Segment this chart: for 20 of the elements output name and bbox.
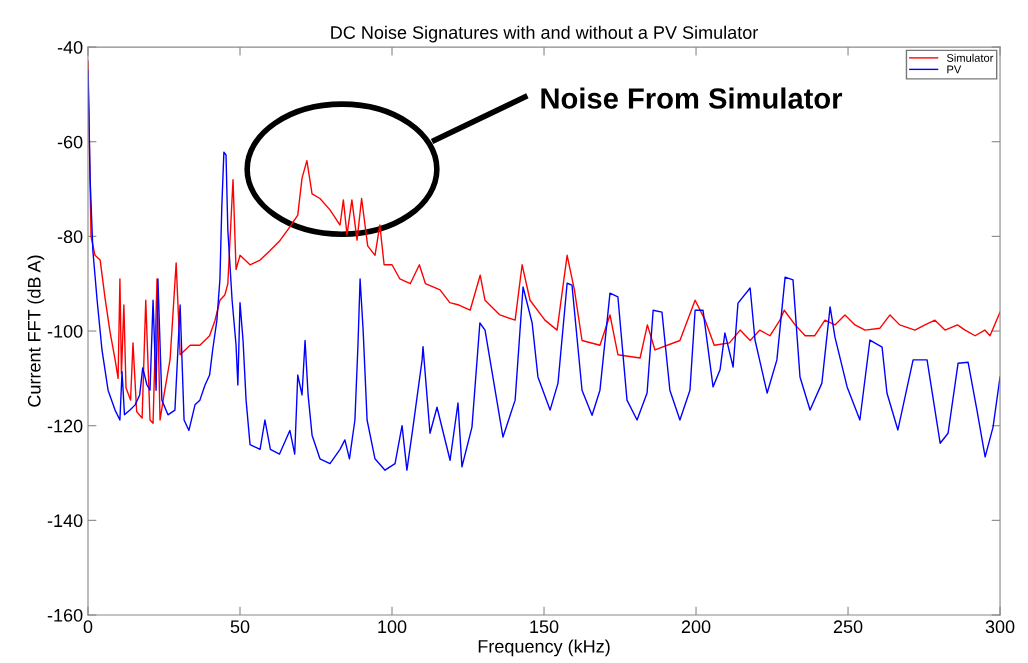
legend-label: PV — [947, 65, 962, 74]
y-tick-label: -160 — [47, 608, 83, 622]
y-tick-label: -140 — [47, 514, 83, 528]
x-tick-label: 50 — [230, 620, 250, 634]
y-tick-label: -120 — [47, 419, 83, 433]
x-axis-title: Frequency (kHz) — [478, 639, 610, 657]
annotation: Noise From Simulator — [541, 87, 843, 109]
y-tick-label: -40 — [57, 41, 83, 54]
legend-label: Simulator — [946, 53, 994, 62]
y-tick-label: -100 — [47, 324, 83, 338]
y-tick-label: -80 — [57, 230, 83, 244]
y-tick-label: -60 — [57, 135, 83, 149]
x-tick-label: 300 — [985, 620, 1015, 634]
y-axis-title: Current FFT (dB A) — [27, 255, 45, 407]
x-tick-label: 0 — [83, 620, 93, 634]
x-tick-label: 100 — [378, 620, 407, 634]
chart-title: DC Noise Signatures with and without a PV Simulator — [331, 25, 758, 43]
x-tick-label: 150 — [530, 620, 559, 634]
x-tick-label: 200 — [681, 620, 711, 634]
x-tick-label: 250 — [833, 620, 863, 634]
